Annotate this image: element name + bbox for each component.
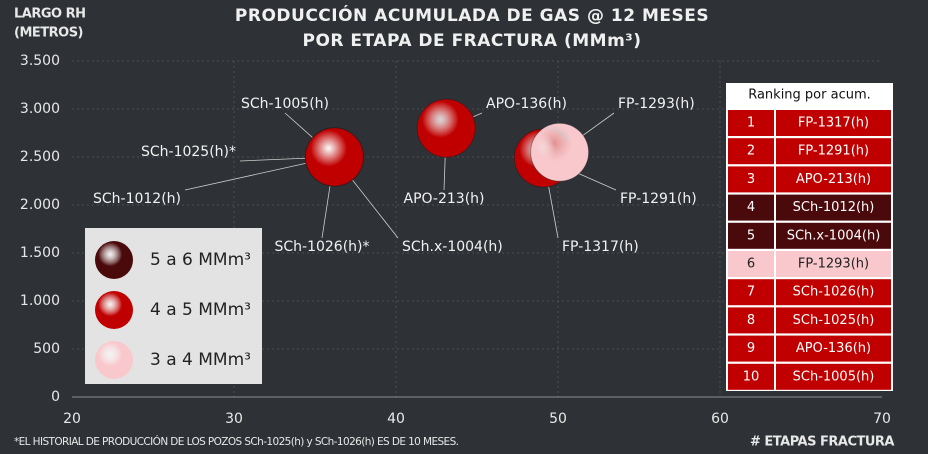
- data-label: FP-1291(h): [620, 191, 697, 207]
- y-tick-label: 500: [33, 341, 60, 357]
- rank-number: 9: [747, 341, 755, 356]
- y-tick-label: 2.500: [20, 149, 60, 165]
- table-cell: [728, 222, 774, 249]
- y-tick-label: 0: [51, 389, 60, 405]
- rank-name: SCh-1025(h): [793, 313, 875, 328]
- x-tick-label: 20: [63, 411, 81, 427]
- x-tick-label: 30: [225, 411, 243, 427]
- table-cell: [728, 251, 774, 277]
- data-label: APO-136(h): [486, 96, 567, 112]
- x-tick-label: 60: [711, 411, 729, 427]
- table-cell: [728, 279, 774, 306]
- data-label: SCh-1025(h)*: [141, 144, 236, 160]
- x-tick-label: 40: [387, 411, 405, 427]
- table-cell: [776, 194, 891, 221]
- legend-swatch: [95, 291, 133, 329]
- y-axis-label: (METROS): [14, 26, 83, 41]
- chart-title: PRODUCCIÓN ACUMULADA DE GAS @ 12 MESES: [235, 4, 709, 26]
- chart-title: POR ETAPA DE FRACTURA (MMm³): [302, 31, 641, 51]
- y-tick-label: 2.000: [20, 197, 60, 213]
- table-cell: [728, 363, 774, 390]
- legend-label: 5 a 6 MMm³: [150, 250, 251, 270]
- table-cell: [728, 194, 774, 221]
- bubble: [304, 127, 364, 187]
- y-tick-label: 3.000: [20, 101, 60, 117]
- table-cell: [728, 335, 774, 362]
- bubble: [416, 98, 476, 158]
- data-label: FP-1293(h): [618, 96, 695, 112]
- rank-name: FP-1317(h): [798, 116, 869, 131]
- legend: 5 a 6 MMm³ 4 a 5 MMm³ 3 a 4 MMm³: [85, 228, 262, 384]
- table-cell: [776, 363, 891, 390]
- legend-label: 3 a 4 MMm³: [150, 350, 251, 370]
- rank-name: FP-1291(h): [798, 144, 869, 159]
- rank-name: SCh-1026(h): [793, 285, 875, 300]
- table-cell: [776, 279, 891, 306]
- rank-name: APO-213(h): [796, 172, 871, 187]
- rank-name: FP-1293(h): [798, 257, 869, 272]
- table-cell: [728, 166, 774, 193]
- rank-name: SCh-1012(h): [793, 200, 875, 215]
- bubble: [530, 122, 590, 182]
- x-tick-label: 50: [549, 411, 567, 427]
- table-cell: [728, 307, 774, 334]
- rank-number: 5: [747, 228, 755, 243]
- y-tick-label: 1.500: [20, 245, 60, 261]
- rank-number: 4: [747, 200, 755, 215]
- data-label: SCh-1026(h)*: [274, 239, 369, 255]
- ranking-table: Ranking por acum. 1 FP-1317(h) 2 FP-1291(h) 3…: [726, 83, 893, 391]
- y-tick-label: 3.500: [20, 53, 60, 69]
- table-cell: [776, 138, 891, 165]
- table-cell: [728, 138, 774, 165]
- data-label: SCh-1012(h): [93, 191, 181, 207]
- table-cell: [776, 251, 891, 277]
- data-label: FP-1317(h): [562, 239, 639, 255]
- rank-number: 6: [747, 257, 755, 272]
- legend-label: 4 a 5 MMm³: [150, 300, 251, 320]
- rank-number: 8: [747, 313, 755, 328]
- rank-number: 2: [747, 144, 755, 159]
- legend-swatch: [95, 241, 133, 279]
- rank-number: 10: [743, 369, 760, 384]
- rank-number: 3: [747, 172, 755, 187]
- rank-number: 7: [747, 285, 755, 300]
- data-label: SCh.x-1004(h): [402, 239, 503, 255]
- table-cell: [776, 307, 891, 334]
- data-label: APO-213(h): [404, 191, 485, 207]
- table-cell: [776, 166, 891, 193]
- x-tick-label: 70: [873, 411, 891, 427]
- table-cell: [776, 222, 891, 249]
- table-header: Ranking por acum.: [748, 88, 871, 103]
- y-tick-label: 1.000: [20, 293, 60, 309]
- legend-swatch: [95, 341, 133, 379]
- table-cell: [776, 335, 891, 362]
- table-cell: [776, 110, 891, 136]
- y-axis-label: LARGO RH: [14, 7, 86, 22]
- footnote: *EL HISTORIAL DE PRODUCCIÓN DE LOS POZOS…: [14, 435, 459, 448]
- rank-name: SCh-1005(h): [793, 369, 875, 384]
- rank-name: APO-136(h): [796, 341, 871, 356]
- data-label: SCh-1005(h): [241, 96, 329, 112]
- rank-number: 1: [747, 116, 755, 131]
- x-axis-label: # ETAPAS FRACTURA: [750, 435, 894, 450]
- table-cell: [728, 110, 774, 136]
- rank-name: SCh.x-1004(h): [787, 228, 881, 243]
